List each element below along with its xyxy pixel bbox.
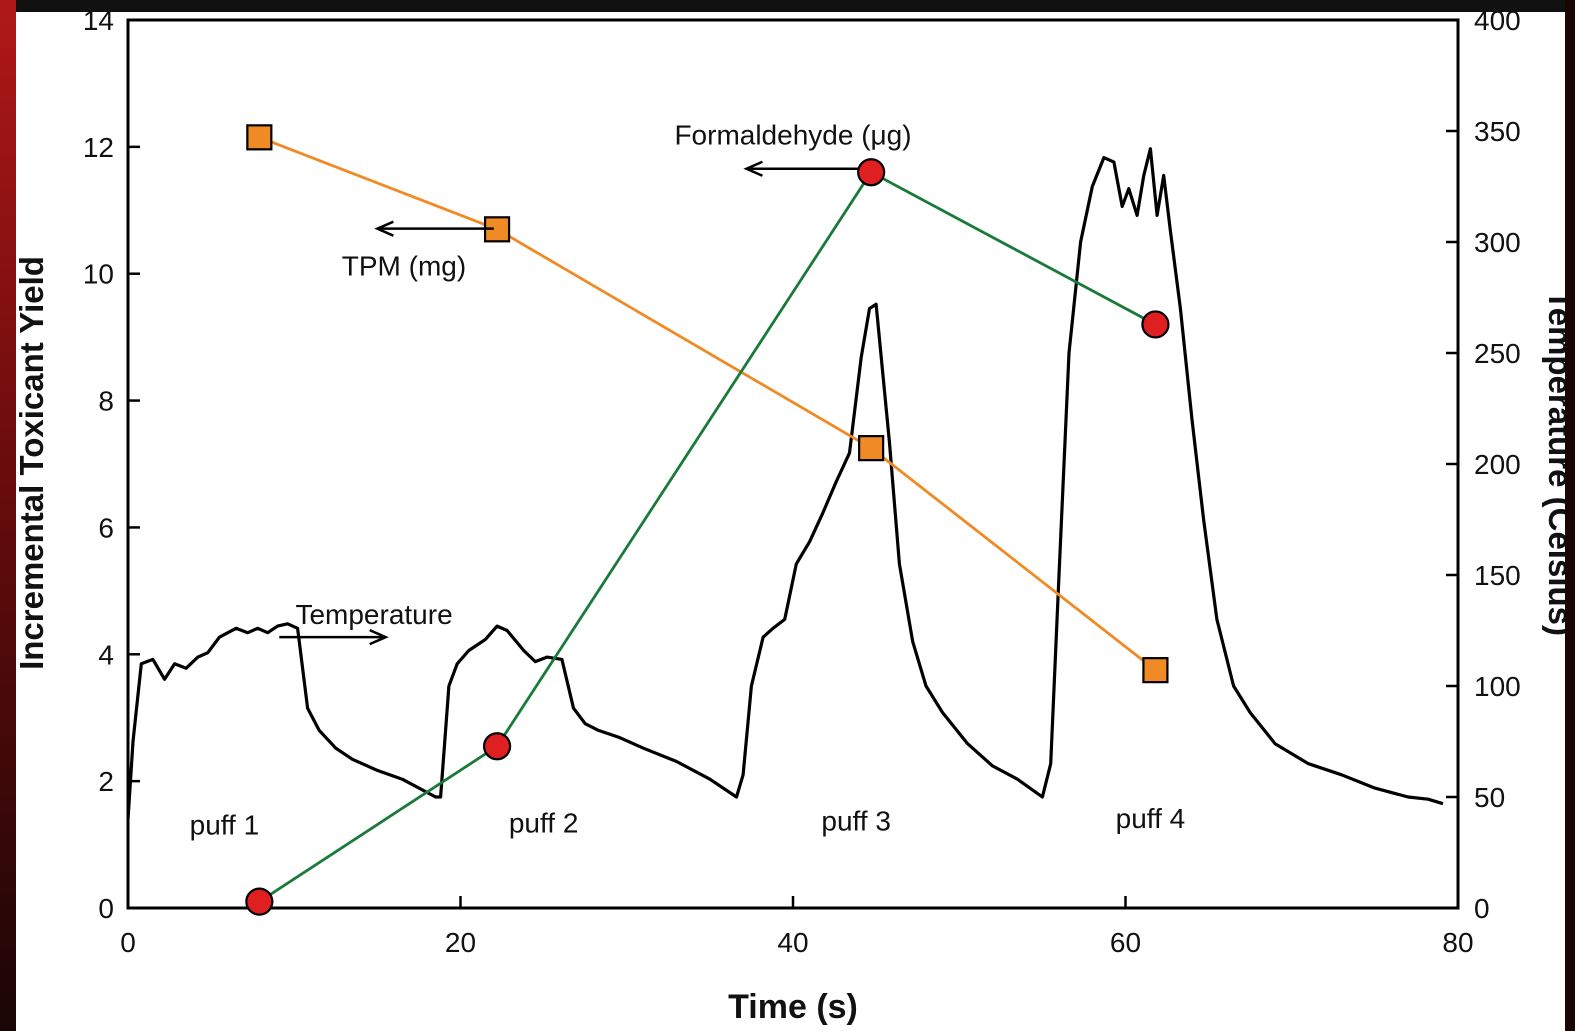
right-frame-band <box>1565 0 1575 1031</box>
annotation-arrow-head <box>374 220 394 237</box>
left-y-tick-label: 8 <box>98 386 114 417</box>
tpm-mg-point <box>858 435 885 462</box>
tpm-mg-line <box>258 135 1157 672</box>
left-y-axis-ticks: 0 2 4 6 8 10 12 14 <box>83 12 140 924</box>
left-y-tick-label: 2 <box>98 766 114 797</box>
annotation-arrow-head <box>743 160 763 177</box>
right-y-tick-label: 300 <box>1474 227 1521 258</box>
x-tick-label: 0 <box>120 927 136 958</box>
plot-frame <box>126 18 1460 910</box>
annotation-label: puff 2 <box>509 808 579 839</box>
annotation-arrow-head <box>369 629 389 646</box>
right-y-tick-label: 250 <box>1474 338 1521 369</box>
right-y-axis-ticks: 0 50 100 150 200 250 300 350 400 <box>1446 12 1521 924</box>
temperature-line <box>126 147 1444 820</box>
annotation-layer: puff 1 puff 2 puff 3 puff 4 Temperature Forma… <box>190 119 1186 840</box>
chart-sheet: 0 20 40 60 80 0 2 4 6 8 10 12 14 0 50 100 150 200 250 300… <box>16 12 1565 1031</box>
x-tick-label: 60 <box>1110 927 1141 958</box>
annotation-label: Temperature <box>295 599 452 630</box>
plot-area <box>126 18 1460 910</box>
left-y-axis-title: Incremental Toxicant Yield <box>16 256 50 670</box>
x-tick-label: 40 <box>777 927 808 958</box>
x-axis-ticks: 0 20 40 60 80 <box>120 896 1474 958</box>
right-y-axis-title: Temperature (Celsius) <box>1542 290 1565 636</box>
tpm-mg-point <box>246 124 273 151</box>
left-frame-band <box>0 0 16 1031</box>
left-y-tick-label: 6 <box>98 512 114 543</box>
right-y-tick-label: 200 <box>1474 449 1521 480</box>
right-y-tick-label: 50 <box>1474 782 1505 813</box>
right-y-tick-label: 150 <box>1474 560 1521 591</box>
formaldehyde-g-point <box>245 887 274 916</box>
annotation-label: TPM (mg) <box>342 250 466 281</box>
left-y-tick-label: 10 <box>83 259 114 290</box>
annotation-label: puff 4 <box>1116 803 1186 834</box>
annotation-label: Formaldehyde (μg) <box>674 119 911 150</box>
right-y-tick-label: 350 <box>1474 116 1521 147</box>
x-axis-title: Time (s) <box>728 988 858 1026</box>
dual-axis-line-chart: 0 20 40 60 80 0 2 4 6 8 10 12 14 0 50 100 150 200 250 300… <box>16 12 1565 1026</box>
x-tick-label: 20 <box>445 927 476 958</box>
right-y-tick-label: 400 <box>1474 12 1521 36</box>
left-y-tick-label: 12 <box>83 132 114 163</box>
left-y-tick-label: 0 <box>98 893 114 924</box>
series-layer <box>126 124 1444 916</box>
left-y-tick-label: 4 <box>98 639 114 670</box>
tpm-mg-point <box>1142 657 1169 684</box>
annotation-label: puff 3 <box>821 805 891 836</box>
left-y-tick-label: 14 <box>83 12 114 36</box>
right-y-tick-label: 0 <box>1474 893 1490 924</box>
annotation-label: puff 1 <box>190 810 260 841</box>
formaldehyde-g-point <box>1141 310 1170 339</box>
formaldehyde-g-line <box>258 170 1157 903</box>
right-y-tick-label: 100 <box>1474 671 1521 702</box>
x-tick-label: 80 <box>1442 927 1473 958</box>
formaldehyde-g-point <box>857 158 886 187</box>
formaldehyde-g-point <box>482 732 512 761</box>
